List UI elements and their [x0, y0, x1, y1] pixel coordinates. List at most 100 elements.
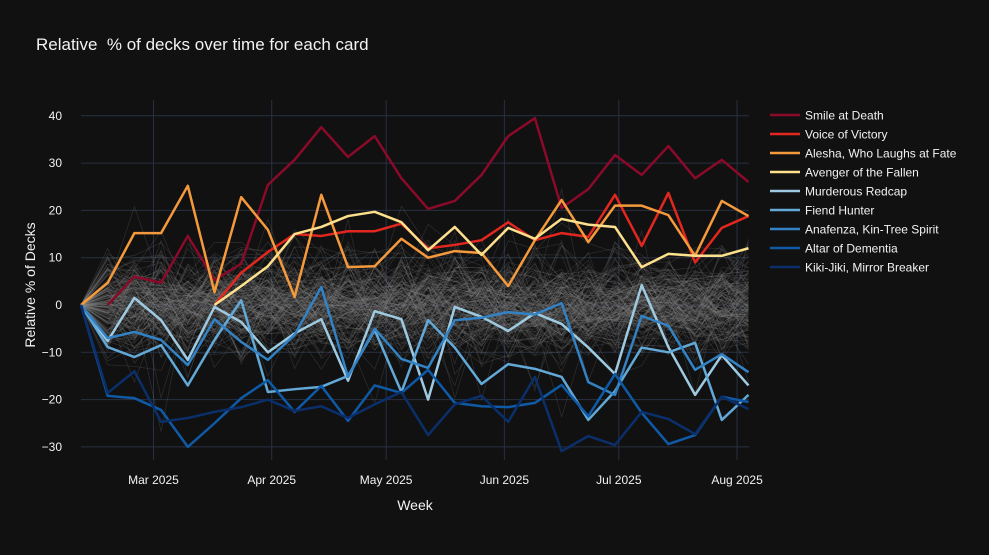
background-series-line — [80, 246, 749, 325]
background-series-line — [80, 278, 749, 334]
background-series-line — [80, 241, 749, 321]
background-series-line — [80, 279, 749, 351]
background-series-line — [80, 245, 749, 310]
background-series-line — [80, 265, 749, 355]
background-series-line — [80, 280, 749, 318]
series-lines — [79, 116, 750, 453]
background-series-line — [80, 269, 749, 392]
legend-item[interactable]: Kiki-Jiki, Mirror Breaker — [770, 261, 929, 275]
background-series-line — [80, 219, 749, 369]
background-series-line — [80, 243, 749, 329]
background-series-line — [80, 256, 749, 330]
x-axis-label: Week — [397, 497, 434, 513]
x-tick-label: May 2025 — [360, 473, 413, 487]
background-series-line — [80, 272, 749, 359]
background-series-line — [80, 260, 749, 324]
background-series-line — [80, 205, 749, 309]
legend-item[interactable]: Smile at Death — [770, 109, 884, 123]
background-series-line — [80, 280, 749, 325]
background-series-line — [80, 234, 749, 311]
legend-item[interactable]: Altar of Dementia — [770, 242, 898, 256]
background-series-line — [80, 300, 749, 341]
background-series-line — [80, 298, 749, 387]
background-series-line — [80, 265, 749, 327]
background-series-line — [80, 287, 749, 326]
background-series-line — [80, 290, 749, 326]
background-series-line — [80, 287, 749, 380]
background-series-line — [80, 239, 749, 362]
background-series-line — [80, 297, 749, 338]
background-series-line — [80, 291, 749, 332]
background-series-line — [80, 265, 749, 355]
background-series-line — [80, 282, 749, 359]
background-series-line — [80, 240, 749, 328]
series-line-smile-at-death[interactable] — [106, 116, 750, 306]
series-line-fiend-hunter[interactable] — [79, 299, 750, 422]
background-series-line — [80, 217, 749, 311]
background-series-line — [80, 265, 749, 355]
legend-item[interactable]: Avenger of the Fallen — [770, 166, 919, 180]
background-series-line — [80, 261, 749, 342]
background-series-line — [80, 284, 749, 371]
background-series-line — [80, 277, 749, 326]
background-series-line — [80, 271, 749, 311]
background-series-line — [80, 285, 749, 331]
legend-label: Voice of Victory — [805, 128, 888, 142]
background-series-line — [80, 254, 749, 330]
background-series-line — [80, 253, 749, 346]
legend-item[interactable]: Alesha, Who Laughs at Fate — [770, 147, 957, 161]
x-tick-label: Jul 2025 — [596, 473, 642, 487]
background-series-line — [80, 229, 749, 336]
background-series-line — [80, 241, 749, 322]
background-series-line — [80, 300, 749, 350]
background-series-line — [80, 274, 749, 318]
background-series-line — [80, 275, 749, 332]
y-tick-label: 30 — [49, 156, 63, 170]
legend-item[interactable]: Anafenza, Kin-Tree Spirit — [770, 223, 939, 237]
y-tick-label: −30 — [42, 440, 63, 454]
background-series-line — [80, 279, 749, 322]
background-series-line — [80, 272, 749, 354]
series-line-altar-of-dementia[interactable] — [79, 304, 749, 449]
legend-item[interactable]: Murderous Redcap — [770, 185, 907, 199]
legend-label: Altar of Dementia — [805, 242, 898, 256]
background-series-line — [80, 268, 749, 340]
background-series-line — [80, 289, 749, 364]
series-line-avenger-of-the-fallen[interactable] — [213, 210, 749, 307]
background-series-line — [80, 302, 749, 352]
background-series-line — [80, 281, 749, 343]
chart-title: Relative % of decks over time for each c… — [36, 35, 369, 54]
background-series-line — [80, 223, 749, 323]
background-series-line — [80, 276, 749, 326]
legend-item[interactable]: Voice of Victory — [770, 128, 888, 142]
background-series-line — [80, 247, 749, 330]
y-axis-ticks: 40 30 20 10 0 −10 −20 −30 — [42, 109, 63, 454]
background-series-line — [80, 300, 749, 343]
background-series-line — [80, 287, 749, 432]
background-series-line — [80, 268, 749, 316]
x-tick-label: Aug 2025 — [711, 473, 763, 487]
series-line-voice-of-victory[interactable] — [213, 191, 750, 306]
background-series-line — [80, 283, 749, 350]
background-series-line — [80, 257, 749, 326]
background-series-line — [80, 274, 749, 405]
series-line-anafenza-kin-tree-spirit[interactable] — [80, 285, 750, 397]
background-series-line — [80, 274, 749, 362]
background-series-line — [80, 292, 749, 383]
background-series-line — [80, 277, 749, 314]
x-tick-label: Jun 2025 — [480, 473, 530, 487]
series-line-kiki-jiki-mirror-breaker[interactable] — [79, 304, 750, 453]
background-series-line — [80, 303, 749, 350]
y-tick-label: 40 — [49, 109, 63, 123]
series-line-alesha-who-laughs-at-fate[interactable] — [80, 184, 750, 306]
background-series-line — [80, 285, 749, 359]
background-series-line — [80, 258, 749, 320]
background-series-line — [80, 290, 749, 378]
background-series-line — [80, 270, 749, 350]
legend-item[interactable]: Fiend Hunter — [770, 204, 874, 218]
background-series-line — [80, 280, 749, 331]
background-series-line — [80, 268, 749, 316]
background-series-line — [80, 261, 749, 306]
background-series-line — [80, 268, 749, 333]
background-series-line — [80, 261, 749, 341]
